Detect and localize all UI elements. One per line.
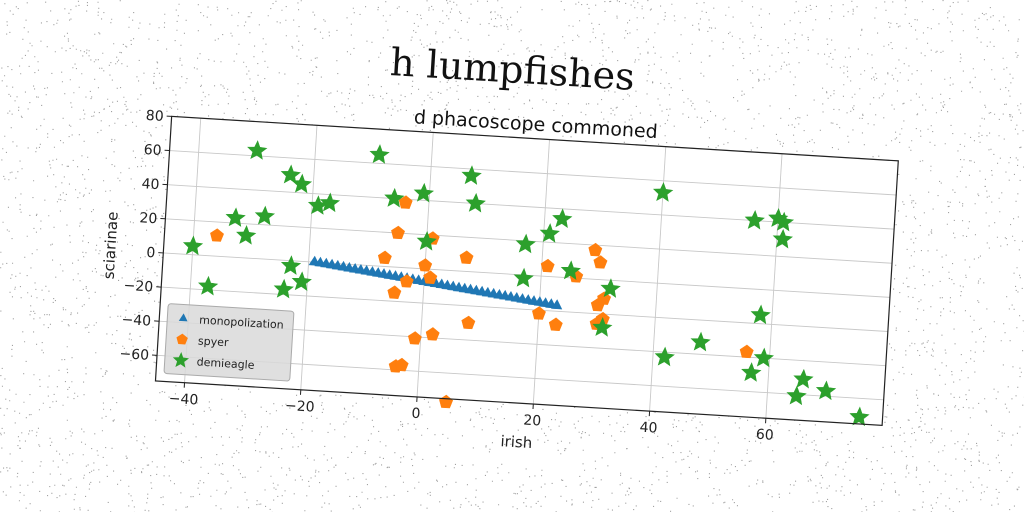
series-layer	[182, 140, 870, 427]
x-grid-line	[765, 153, 783, 419]
demieagle-point	[652, 182, 674, 202]
y-tick-label: 60	[143, 142, 162, 159]
x-tick-label: 0	[411, 406, 421, 423]
spyer-point	[588, 242, 603, 257]
demieagle-point	[600, 278, 621, 298]
x-grid-line	[532, 139, 550, 405]
demieagle-point	[741, 362, 762, 382]
spyer-point	[540, 258, 555, 273]
demieagle-point	[280, 255, 302, 275]
spyer-point	[418, 258, 433, 272]
spyer-point	[394, 357, 409, 372]
y-tick-label: −40	[121, 312, 151, 330]
spyer-point	[399, 274, 414, 288]
demieagle-point	[515, 233, 536, 254]
demieagle-point	[772, 228, 793, 249]
demieagle-point	[560, 260, 581, 280]
spyer-point	[425, 327, 440, 341]
demieagle-point	[319, 192, 341, 213]
x-tick-label: 20	[523, 412, 542, 429]
spyer-point	[210, 228, 224, 242]
axis-ticks: −40 −20 0 20 40 60 −60 −40 −20 0 20 40 60 80	[119, 108, 774, 444]
legend-box	[163, 303, 295, 382]
x-axis-label: irish	[500, 432, 533, 452]
demieagle-point	[416, 230, 437, 251]
legend-label-monopolization: monopolization	[199, 313, 284, 331]
spyer-point	[593, 255, 608, 269]
demieagle-point	[465, 192, 486, 213]
demieagle-point	[849, 406, 870, 427]
demieagle-point	[461, 165, 482, 185]
series-demieagle	[182, 140, 870, 427]
spyer-point	[459, 250, 474, 264]
axes-frame	[154, 115, 899, 427]
demieagle-point	[552, 208, 573, 229]
spyer-point	[407, 331, 422, 345]
legend-marker-spyer	[176, 333, 188, 345]
demieagle-point	[753, 347, 774, 368]
demieagle-point	[413, 182, 435, 203]
legend-marker-monopolization	[178, 313, 188, 322]
demieagle-point	[654, 346, 675, 367]
plot-area	[155, 116, 899, 426]
demieagle-point	[539, 223, 560, 243]
spyer-point	[423, 270, 438, 285]
demieagle-point	[744, 209, 765, 230]
demieagle-point	[182, 235, 204, 256]
monopolization-point	[550, 299, 563, 310]
y-tick-label: −60	[119, 346, 149, 364]
demieagle-point	[369, 144, 390, 164]
spyer-point	[377, 250, 392, 265]
spyer-point	[548, 317, 563, 332]
legend-marker-demieagle	[172, 351, 190, 368]
legend-label-spyer: spyer	[198, 334, 230, 349]
x-tick-label: 40	[639, 420, 658, 437]
spyer-point	[461, 315, 476, 330]
x-tick-label: −20	[285, 398, 315, 416]
demieagle-point	[690, 331, 711, 352]
spyer-point	[532, 306, 546, 320]
demieagle-point	[750, 304, 771, 325]
demieagle-point	[254, 205, 276, 226]
legend-label-demieagle: demieagle	[196, 355, 255, 372]
demieagle-point	[786, 385, 807, 406]
demieagle-point	[291, 173, 313, 194]
demieagle-point	[513, 267, 534, 288]
spyer-point	[391, 225, 405, 240]
demieagle-point	[773, 211, 795, 232]
demieagle-point	[225, 207, 246, 227]
spyer-point	[387, 285, 402, 299]
y-tick-label: −20	[123, 278, 153, 296]
y-axis-label: sciarinae	[100, 211, 122, 280]
y-grid-line	[169, 150, 897, 196]
y-tick-label: 0	[146, 245, 156, 262]
y-tick-label: 20	[139, 210, 158, 227]
demieagle-point	[236, 225, 257, 245]
x-grid-line	[300, 125, 318, 390]
demieagle-point	[793, 368, 814, 389]
demieagle-point	[291, 271, 312, 291]
spyer-point	[398, 195, 413, 209]
demieagle-point	[273, 278, 294, 299]
demieagle-point	[198, 275, 219, 296]
spyer-point	[739, 344, 754, 359]
demieagle-point	[384, 187, 405, 208]
legend: monopolization spyer demieagle	[163, 303, 295, 382]
demieagle-point	[592, 317, 613, 337]
x-tick-label: −40	[168, 391, 198, 409]
y-tick-label: 80	[145, 108, 164, 125]
demieagle-point	[247, 140, 268, 160]
x-tick-label: 60	[755, 427, 774, 444]
y-tick-label: 40	[141, 176, 160, 193]
demieagle-point	[280, 164, 301, 185]
demieagle-point	[815, 380, 837, 401]
